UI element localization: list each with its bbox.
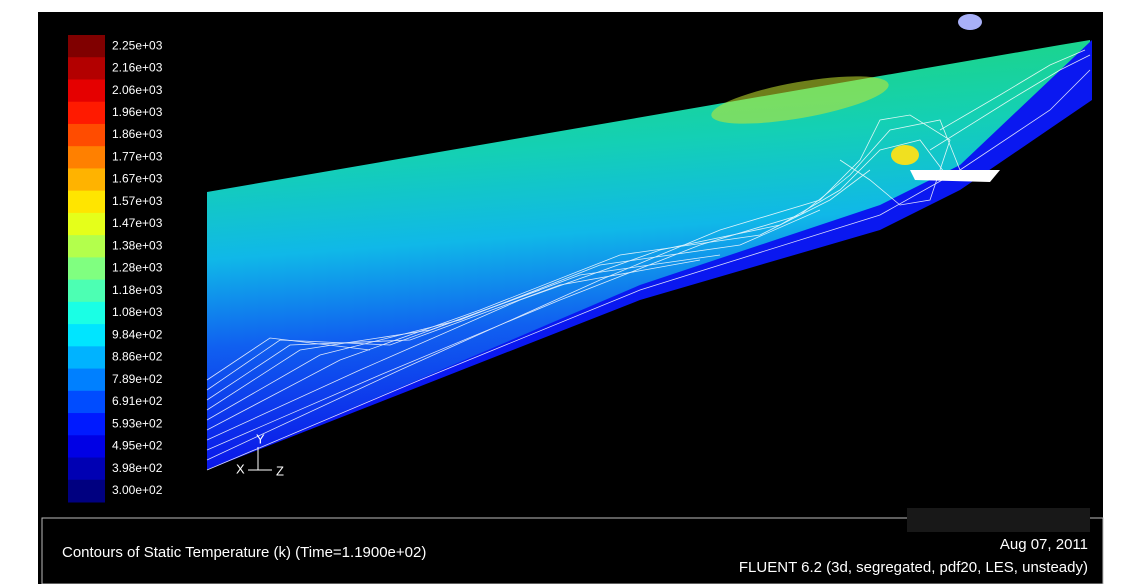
colorbar-label: 1.28e+03 (112, 261, 163, 275)
colorbar-label: 1.67e+03 (112, 172, 163, 186)
color-swatch (68, 346, 105, 369)
colorbar-label: 1.08e+03 (112, 305, 163, 319)
color-swatch (68, 324, 105, 347)
colorbar-label: 3.98e+02 (112, 461, 163, 475)
colorbar-label: 1.38e+03 (112, 238, 163, 252)
color-swatch (68, 102, 105, 125)
colorbar-label: 3.00e+02 (112, 483, 163, 497)
color-swatch (68, 435, 105, 458)
color-swatch (68, 302, 105, 325)
colorbar-label: 5.93e+02 (112, 416, 163, 430)
colorbar-label: 2.16e+03 (112, 61, 163, 75)
redaction-box (907, 508, 1090, 532)
footer-date: Aug 07, 2011 (1000, 536, 1088, 553)
footer-caption: Contours of Static Temperature (k) (Time… (62, 544, 426, 561)
color-swatch (68, 79, 105, 102)
colorbar-label: 8.86e+02 (112, 350, 163, 364)
color-swatch (68, 369, 105, 392)
footer-solver: FLUENT 6.2 (3d, segregated, pdf20, LES, … (739, 559, 1088, 576)
color-swatch (68, 391, 105, 414)
colorbar-label: 1.86e+03 (112, 127, 163, 141)
colorbar-label: 7.89e+02 (112, 372, 163, 386)
inlet (958, 14, 982, 30)
color-swatch (68, 480, 105, 503)
color-swatch (68, 413, 105, 436)
colorbar-label: 6.91e+02 (112, 394, 163, 408)
axis-label: X (236, 461, 245, 476)
colorbar-label: 1.96e+03 (112, 105, 163, 119)
color-swatch (68, 191, 105, 214)
colorbar-label: 1.47e+03 (112, 216, 163, 230)
colorbar-label: 1.57e+03 (112, 194, 163, 208)
color-swatch (68, 213, 105, 236)
colorbar-label: 4.95e+02 (112, 439, 163, 453)
colorbar-label: 1.18e+03 (112, 283, 163, 297)
color-swatch (68, 35, 105, 58)
colorbar-label: 1.77e+03 (112, 149, 163, 163)
color-swatch (68, 146, 105, 169)
color-swatch (68, 124, 105, 147)
colorbar-label: 2.25e+03 (112, 38, 163, 52)
injector (910, 170, 1000, 182)
screenshot: 2.25e+03 2.16e+03 2.06e+03 1.96e+03 1.86e+03… (0, 0, 1135, 584)
colorbar-label: 2.06e+03 (112, 83, 163, 97)
flame-core (891, 145, 919, 165)
color-swatch (68, 57, 105, 80)
page: {"colorbar": {"labels": ["2.25e+03", "2.… (0, 0, 1135, 584)
color-swatch (68, 458, 105, 481)
colorbar-label: 9.84e+02 (112, 327, 163, 341)
color-swatch (68, 280, 105, 303)
color-swatch (68, 235, 105, 258)
axis-label: Z (276, 463, 284, 478)
color-swatch (68, 257, 105, 280)
color-swatch (68, 168, 105, 191)
axis-label: Y (256, 431, 265, 446)
